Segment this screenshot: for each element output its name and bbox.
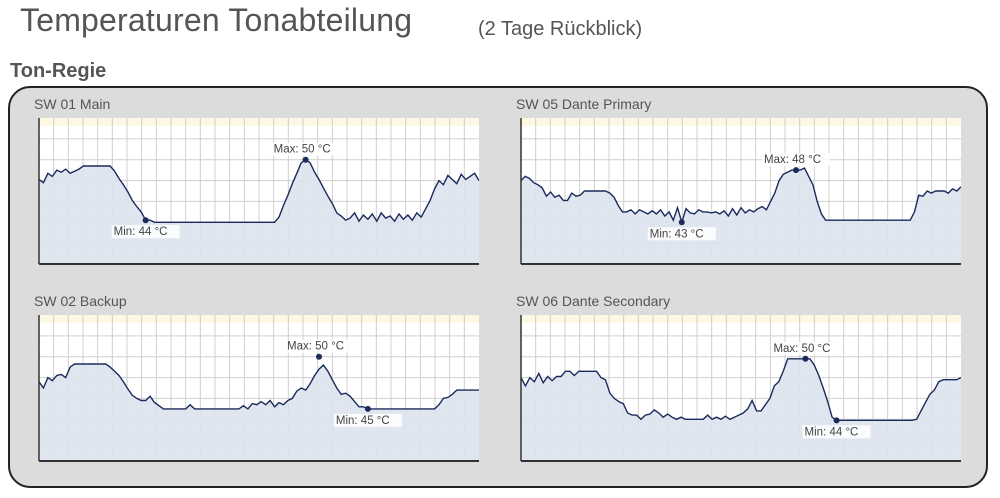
min-marker-group: Min: 44 °C	[111, 217, 180, 239]
min-marker-group: Min: 44 °C	[802, 417, 871, 439]
max-marker-group: Max: 48 °C	[762, 153, 830, 174]
page-subtitle: (2 Tage Rückblick)	[478, 18, 643, 40]
chart-sw05-dante-primary: SW 05 Dante Primary Max: 48 °C Min: 43 °C	[516, 96, 961, 281]
charts-panel: SW 01 Main Max: 50 °C Min: 44 °C SW 05 Da…	[8, 86, 988, 488]
min-marker	[364, 405, 371, 412]
series-area	[521, 168, 961, 264]
series-line	[38, 158, 479, 223]
min-marker-group: Min: 45 °C	[333, 405, 402, 427]
max-marker-group: Max: 50 °C	[285, 339, 353, 360]
max-label-bg	[271, 142, 340, 156]
max-label: Max: 50 °C	[274, 144, 331, 156]
max-marker	[316, 353, 322, 360]
chart-sw06-dante-secondary: SW 06 Dante Secondary Max: 50 °C Min: 44 …	[516, 293, 961, 478]
section-title: Ton-Regie	[10, 60, 107, 82]
min-marker	[142, 217, 149, 224]
chart-svg: Max: 50 °C Min: 44 °C	[520, 315, 961, 462]
chart-title: SW 01 Main	[34, 96, 111, 112]
chart-svg: Max: 50 °C Min: 45 °C	[38, 315, 479, 462]
chart-svg: Max: 48 °C Min: 43 °C	[520, 118, 961, 265]
min-label-bg	[111, 225, 180, 239]
max-marker-group: Max: 50 °C	[771, 341, 840, 362]
max-marker	[793, 167, 799, 174]
max-marker	[802, 355, 809, 362]
chart-title: SW 02 Backup	[34, 293, 127, 309]
chart-svg: Max: 50 °C Min: 44 °C	[38, 118, 479, 265]
min-label: Min: 45 °C	[336, 415, 390, 427]
series-line	[520, 167, 961, 225]
min-label: Min: 44 °C	[805, 426, 859, 438]
min-marker-group: Min: 43 °C	[647, 219, 716, 241]
series-line	[520, 358, 961, 421]
series-line	[38, 363, 479, 410]
chart-title: SW 05 Dante Primary	[516, 96, 652, 112]
max-label: Max: 48 °C	[764, 154, 821, 166]
max-marker-group: Max: 50 °C	[271, 142, 340, 163]
min-label: Min: 44 °C	[114, 226, 168, 238]
page-title: Temperaturen Tonabteilung	[20, 2, 413, 38]
min-label: Min: 43 °C	[650, 228, 704, 240]
max-marker	[302, 156, 309, 163]
min-marker	[833, 417, 840, 424]
series-area	[39, 364, 479, 461]
min-marker	[678, 219, 685, 226]
chart-sw01-main: SW 01 Main Max: 50 °C Min: 44 °C	[34, 96, 479, 281]
max-label: Max: 50 °C	[287, 341, 344, 353]
chart-sw02-backup: SW 02 Backup Max: 50 °C Min: 45 °C	[34, 293, 479, 478]
max-label-bg	[285, 339, 353, 353]
min-label-bg	[333, 413, 402, 427]
chart-title: SW 06 Dante Secondary	[516, 293, 671, 309]
max-label-bg	[771, 341, 840, 355]
max-label-bg	[762, 153, 830, 167]
min-label-bg	[802, 425, 871, 439]
max-label: Max: 50 °C	[773, 343, 830, 355]
min-label-bg	[647, 227, 716, 241]
